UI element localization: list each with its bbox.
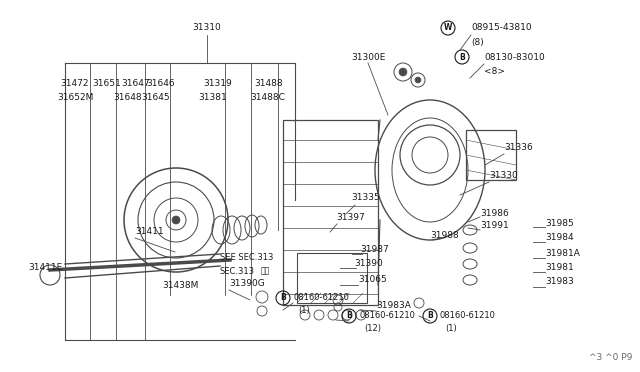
Text: ^3 ^0 P9: ^3 ^0 P9: [589, 353, 632, 362]
Text: 31652M: 31652M: [57, 93, 93, 102]
Text: 08915-43810: 08915-43810: [471, 23, 532, 32]
Text: 31065: 31065: [358, 275, 387, 283]
Text: 31330: 31330: [489, 170, 518, 180]
Text: 31390G: 31390G: [229, 279, 265, 289]
Text: 31390: 31390: [354, 259, 383, 267]
Text: (1): (1): [445, 324, 457, 333]
Text: 31310: 31310: [193, 23, 221, 32]
Text: 31983A: 31983A: [376, 301, 411, 311]
Text: 31646: 31646: [147, 78, 175, 87]
Text: 31336: 31336: [504, 142, 532, 151]
Text: B: B: [459, 52, 465, 61]
Text: B: B: [427, 311, 433, 321]
Text: 31397: 31397: [336, 214, 365, 222]
Circle shape: [399, 68, 407, 76]
Text: B: B: [280, 294, 286, 302]
Bar: [297, 253, 367, 303]
Bar: [283, 120, 378, 305]
Text: 31648: 31648: [114, 93, 142, 102]
Text: 31981A: 31981A: [545, 248, 580, 257]
Text: 31987: 31987: [360, 244, 388, 253]
Text: 31381: 31381: [198, 93, 227, 102]
Text: 31981: 31981: [545, 263, 573, 272]
Text: (12): (12): [364, 324, 381, 333]
Text: (1): (1): [298, 305, 310, 314]
Text: SEC.313: SEC.313: [220, 266, 255, 276]
Text: 31991: 31991: [480, 221, 509, 231]
Text: 参照: 参照: [261, 266, 270, 276]
Text: 31984: 31984: [545, 234, 573, 243]
Text: 31645: 31645: [141, 93, 170, 102]
Text: <8>: <8>: [484, 67, 505, 76]
Text: 31319: 31319: [204, 78, 232, 87]
Text: 31335: 31335: [351, 193, 380, 202]
Text: 08160-61210: 08160-61210: [359, 311, 415, 321]
Text: 31411E: 31411E: [28, 263, 62, 273]
Circle shape: [415, 77, 421, 83]
Text: 31488: 31488: [255, 78, 284, 87]
Text: 31300E: 31300E: [351, 52, 385, 61]
Text: 31472: 31472: [61, 78, 89, 87]
Text: (8): (8): [471, 38, 484, 46]
Text: 31988: 31988: [430, 231, 459, 241]
Text: 31986: 31986: [480, 208, 509, 218]
Text: 08160-61210: 08160-61210: [293, 294, 349, 302]
Text: SEE SEC.313: SEE SEC.313: [220, 253, 273, 263]
Text: 08160-61210: 08160-61210: [440, 311, 496, 321]
Text: 31985: 31985: [545, 218, 573, 228]
Circle shape: [172, 216, 180, 224]
Text: 31983: 31983: [545, 278, 573, 286]
Text: 31488C: 31488C: [251, 93, 285, 102]
Text: 31438M: 31438M: [162, 280, 198, 289]
Text: 31411: 31411: [135, 228, 164, 237]
Text: 31647: 31647: [122, 78, 150, 87]
Text: B: B: [346, 311, 352, 321]
Text: W: W: [444, 23, 452, 32]
Text: 31651: 31651: [93, 78, 122, 87]
Bar: [466, 130, 516, 180]
Text: 08130-83010: 08130-83010: [484, 52, 545, 61]
